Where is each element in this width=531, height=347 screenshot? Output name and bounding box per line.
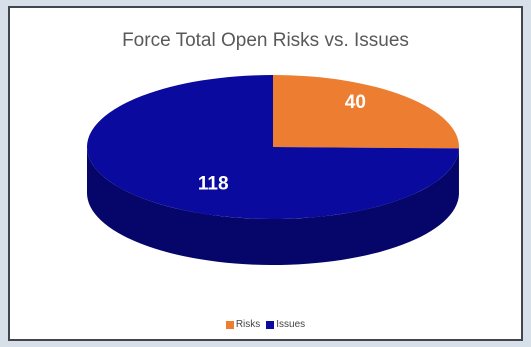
pie-slice-issues [87, 75, 459, 219]
chart-title: Force Total Open Risks vs. Issues [122, 30, 409, 51]
legend-label-issues: Issues [276, 319, 306, 330]
chart-legend: Risks Issues [10, 319, 521, 330]
data-label-risks: 40 [345, 92, 366, 113]
legend-item-issues: Issues [266, 319, 305, 330]
legend-label-risks: Risks [235, 319, 261, 330]
legend-swatch-issues [266, 320, 275, 329]
data-label-issues: 118 [198, 174, 229, 195]
legend-item-risks: Risks [225, 319, 261, 330]
legend-swatch-risks [225, 320, 234, 329]
pie-slice-risks [273, 75, 459, 149]
pie-side-issues [87, 147, 459, 266]
